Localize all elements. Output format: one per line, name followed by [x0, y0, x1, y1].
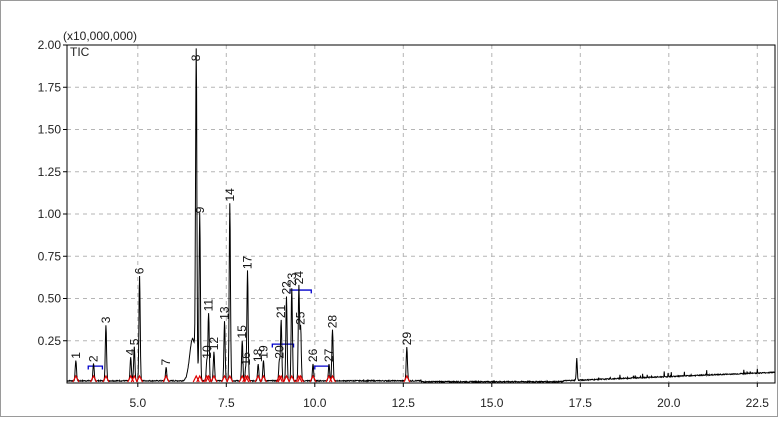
peak-marker	[277, 374, 285, 383]
x-tick-label: 17.5	[569, 396, 593, 410]
peak-label: 23	[285, 272, 299, 286]
x-tick-label: 15.0	[480, 396, 504, 410]
peak-marker	[136, 374, 144, 383]
x-tick-label: 20.0	[657, 396, 681, 410]
peak-label: 6	[133, 267, 147, 274]
integration-baseline	[87, 365, 104, 370]
peak-marker	[403, 374, 411, 383]
peak-marker	[210, 374, 218, 383]
peak-label: 21	[274, 304, 288, 318]
peak-label: 22	[279, 281, 293, 295]
peak-label: 3	[99, 316, 113, 323]
peak-marker	[72, 374, 80, 383]
peak-label: 14	[223, 188, 237, 202]
peak-label: 9	[193, 206, 207, 213]
y-tick-label: 1.75	[38, 80, 62, 94]
peak-marker	[196, 374, 204, 383]
peak-markers	[72, 374, 411, 383]
trace-name-label: TIC	[70, 45, 90, 59]
peak-marker	[220, 374, 229, 383]
y-axis-ticks: 0.25 0.50 0.75 1.00 1.25 1.50 1.75 2.00	[38, 38, 67, 348]
x-tick-label: 22.5	[746, 396, 770, 410]
peak-label: 2	[87, 355, 101, 362]
peak-marker	[205, 374, 213, 383]
peak-label: 29	[400, 332, 414, 346]
peak-marker	[328, 374, 337, 383]
peak-marker	[203, 374, 211, 383]
integration-baseline	[271, 343, 295, 348]
peak-marker	[297, 374, 305, 383]
x-tick-label: 12.5	[392, 396, 416, 410]
peak-label: 28	[326, 315, 340, 329]
peak-label: 8	[189, 54, 203, 61]
peak-label: 20	[272, 345, 286, 359]
peak-label: 11	[202, 299, 216, 312]
y-tick-label: 1.00	[38, 207, 62, 221]
peak-label: 7	[159, 358, 173, 365]
gridlines	[67, 45, 775, 383]
x-tick-label: 5.0	[129, 396, 146, 410]
peak-marker	[226, 374, 234, 383]
y-tick-label: 1.25	[38, 165, 62, 179]
y-tick-label: 0.50	[38, 292, 62, 306]
peak-label: 1	[69, 352, 83, 359]
peak-marker	[102, 374, 110, 383]
multiplier-label: (x10,000,000)	[63, 29, 137, 43]
peak-marker	[244, 374, 252, 383]
peak-label: 19	[256, 345, 270, 359]
peak-marker	[162, 374, 170, 383]
peak-label: 18	[251, 348, 265, 362]
x-tick-label: 7.5	[218, 396, 235, 410]
peak-label: 17	[241, 255, 255, 269]
y-tick-label: 0.25	[38, 334, 62, 348]
integration-baseline	[314, 365, 330, 370]
peak-label: 25	[294, 311, 308, 325]
peak-label: 5	[127, 338, 141, 345]
peak-marker	[242, 374, 250, 383]
peak-label: 27	[322, 348, 336, 362]
peak-marker	[295, 374, 303, 383]
peak-marker	[254, 374, 262, 383]
peak-label: 4	[124, 348, 138, 355]
peak-marker	[130, 374, 138, 383]
peak-label: 10	[200, 345, 214, 359]
peak-marker	[90, 374, 98, 383]
peak-marker	[288, 374, 296, 383]
peak-label: 15	[235, 325, 249, 339]
peak-label: 16	[239, 352, 253, 366]
peak-marker	[282, 374, 291, 383]
y-tick-label: 0.75	[38, 249, 62, 263]
peak-label: 26	[306, 348, 320, 362]
peak-marker	[309, 374, 317, 383]
peak-marker	[259, 374, 268, 383]
integration-baseline	[289, 289, 312, 294]
tic-trace-line	[66, 48, 775, 384]
peak-label: 24	[292, 271, 306, 285]
peak-label: 12	[207, 337, 221, 351]
y-tick-label: 2.00	[38, 38, 62, 52]
peak-label: 13	[218, 306, 232, 320]
peak-marker	[275, 374, 283, 383]
x-tick-label: 10.0	[303, 396, 327, 410]
integration-baselines	[87, 289, 330, 370]
x-axis-ticks: 5.0 7.5 10.0 12.5 15.0 17.5 20.0 22.5	[129, 383, 769, 410]
y-tick-label: 1.50	[38, 123, 62, 137]
